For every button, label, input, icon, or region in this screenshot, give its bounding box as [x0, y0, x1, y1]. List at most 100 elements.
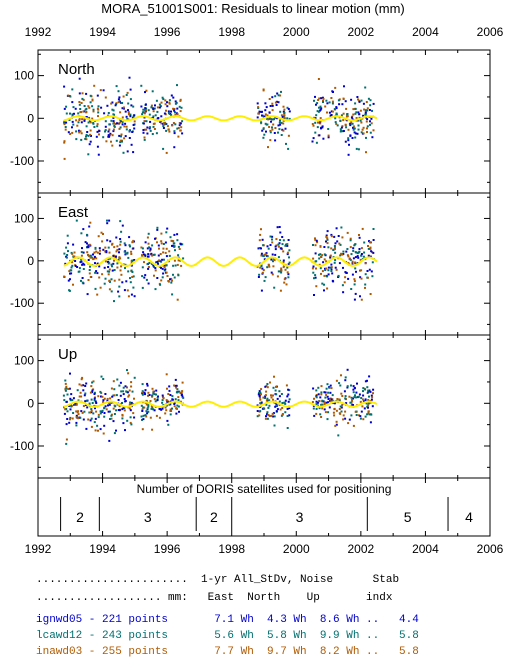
data-point — [67, 250, 69, 253]
data-point — [163, 266, 166, 268]
data-point — [260, 393, 262, 396]
data-point — [64, 379, 67, 382]
data-point — [72, 243, 75, 246]
data-point — [365, 402, 368, 405]
data-point — [279, 289, 282, 292]
data-point — [326, 275, 329, 278]
data-point — [97, 153, 100, 156]
data-point — [276, 397, 279, 400]
data-point — [108, 403, 111, 406]
data-point — [260, 247, 262, 250]
data-point — [130, 250, 133, 253]
data-point — [366, 270, 369, 272]
data-point — [277, 124, 280, 127]
data-point — [73, 255, 76, 258]
data-point — [270, 396, 273, 399]
data-point — [286, 117, 289, 120]
data-point — [286, 243, 289, 245]
data-point — [147, 253, 150, 256]
data-point — [282, 259, 285, 262]
data-point — [91, 381, 94, 384]
data-point — [317, 386, 320, 389]
data-point — [170, 239, 173, 242]
data-point — [144, 241, 147, 244]
data-point — [333, 235, 336, 238]
data-point — [133, 120, 136, 123]
data-point — [265, 123, 268, 126]
data-point — [108, 134, 111, 137]
data-point — [180, 106, 183, 109]
data-point — [89, 101, 92, 104]
data-point — [113, 413, 116, 415]
y-tick-label: -100 — [10, 439, 34, 453]
data-point — [148, 262, 151, 264]
data-point — [133, 295, 136, 298]
data-point — [339, 384, 342, 387]
data-point — [84, 241, 87, 244]
data-point — [80, 410, 83, 413]
data-point — [169, 278, 171, 281]
bottom-x-tick-label: 2006 — [477, 542, 504, 556]
data-point — [95, 257, 98, 260]
data-point — [342, 414, 345, 417]
data-point — [365, 120, 368, 123]
data-point — [95, 402, 98, 404]
data-point — [179, 400, 182, 403]
data-point — [344, 395, 347, 398]
data-point — [162, 147, 165, 150]
data-point — [114, 256, 117, 259]
data-point — [322, 101, 324, 103]
data-point — [97, 413, 100, 416]
data-point — [172, 107, 175, 110]
data-point — [133, 376, 136, 379]
data-point — [160, 232, 163, 235]
data-point — [370, 398, 373, 401]
data-point — [144, 274, 147, 277]
data-point — [77, 112, 80, 115]
data-point — [121, 417, 124, 420]
data-point — [68, 387, 71, 390]
y-tick-label: 0 — [27, 254, 34, 268]
data-point — [369, 246, 372, 249]
data-point — [78, 267, 81, 270]
data-point — [91, 117, 94, 120]
data-point — [118, 96, 121, 99]
data-point — [64, 389, 67, 392]
data-point — [120, 230, 123, 233]
data-point — [271, 241, 274, 244]
data-point — [349, 401, 352, 404]
data-point — [126, 150, 129, 153]
data-point — [108, 401, 111, 404]
data-point — [371, 396, 374, 399]
data-point — [256, 415, 259, 418]
data-point — [65, 423, 68, 426]
data-point — [119, 102, 122, 104]
data-point — [78, 383, 81, 386]
data-point — [259, 396, 261, 399]
data-point — [330, 233, 333, 236]
data-point — [369, 104, 372, 107]
data-point — [63, 141, 66, 144]
data-point — [284, 268, 287, 271]
data-point — [86, 293, 89, 296]
data-point — [366, 118, 369, 121]
data-point — [286, 427, 289, 429]
data-point — [126, 386, 128, 389]
data-point — [330, 268, 333, 271]
top-x-tick-label: 2002 — [348, 25, 375, 39]
data-point — [364, 273, 367, 276]
data-point — [288, 407, 291, 410]
data-point — [109, 257, 112, 260]
data-point — [346, 231, 349, 234]
y-tick-label: 100 — [14, 69, 34, 83]
data-point — [327, 398, 330, 400]
data-point — [340, 410, 343, 413]
data-point — [178, 410, 180, 413]
data-point — [177, 135, 180, 138]
data-point — [133, 259, 136, 261]
data-point — [349, 258, 352, 261]
data-point — [360, 254, 363, 257]
data-point — [173, 245, 176, 248]
data-point — [287, 108, 290, 110]
data-point — [150, 106, 153, 109]
